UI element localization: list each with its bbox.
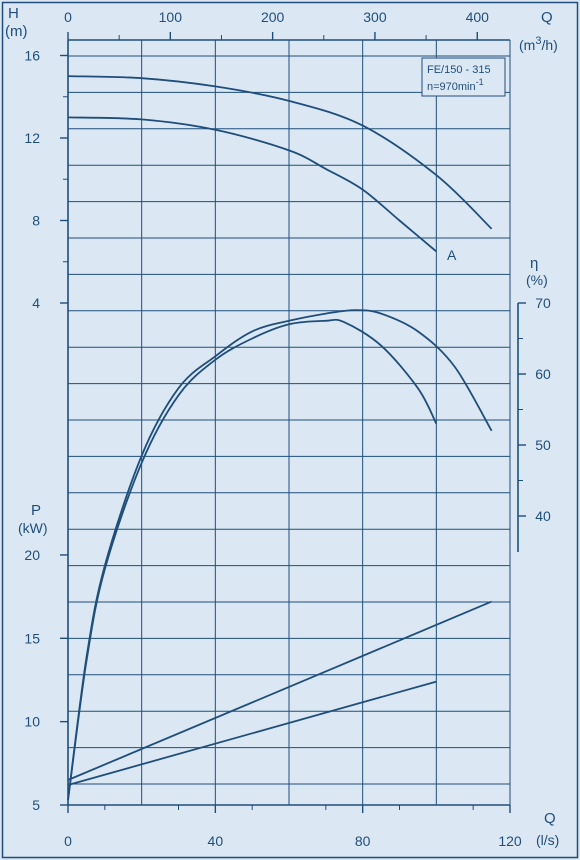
data-curves bbox=[67, 75, 493, 801]
model-speed-exponent: -1 bbox=[476, 77, 484, 87]
curve-label-a: A bbox=[447, 247, 457, 263]
q-m3h-tick-label: 400 bbox=[466, 9, 490, 25]
q-ls-tick-label: 0 bbox=[64, 833, 72, 849]
q-m3h-unit-end: /h) bbox=[541, 37, 557, 53]
q-m3h-tick-label: 100 bbox=[159, 9, 183, 25]
q-ls-axis-label: Q bbox=[544, 810, 556, 827]
q-m3h-tick-label: 200 bbox=[261, 9, 285, 25]
q-ls-axis-unit: (l/s) bbox=[536, 832, 559, 848]
power-tick-label: 15 bbox=[24, 630, 40, 646]
model-name: FE/150 - 315 bbox=[427, 64, 491, 76]
power-curve-2 bbox=[67, 680, 437, 786]
power-tick-label: 5 bbox=[32, 797, 40, 813]
power-axis-unit: (kW) bbox=[18, 520, 48, 536]
power-tick-label: 20 bbox=[24, 547, 40, 563]
q-m3h-axis-label: Q bbox=[541, 9, 553, 26]
efficiency-tick-label: 50 bbox=[535, 437, 551, 453]
head-curve-2 bbox=[67, 116, 437, 253]
q-m3h-tick-label: 300 bbox=[363, 9, 387, 25]
power-tick-label: 10 bbox=[24, 714, 40, 730]
head-axis-label: H bbox=[8, 5, 19, 22]
q-m3h-axis-unit: (m3/h) bbox=[519, 35, 558, 53]
efficiency-curve-2 bbox=[67, 318, 438, 801]
efficiency-axis-unit: (%) bbox=[526, 272, 548, 288]
q-ls-tick-label: 120 bbox=[498, 833, 522, 849]
head-curve-1 bbox=[67, 75, 493, 230]
tick-labels: 0 40 80 120 0 100 200 300 400 4 8 12 16 40 50 60 70 5 10 15… bbox=[24, 9, 551, 849]
axes bbox=[67, 39, 519, 806]
efficiency-tick-label: 40 bbox=[535, 508, 551, 524]
q-ls-tick-label: 80 bbox=[355, 833, 371, 849]
head-tick-label: 12 bbox=[24, 130, 40, 146]
q-m3h-tick-label: 0 bbox=[64, 9, 72, 25]
efficiency-tick-label: 60 bbox=[535, 366, 551, 382]
q-m3h-unit-start: (m bbox=[519, 37, 535, 53]
head-tick-label: 4 bbox=[32, 295, 40, 311]
model-info-box bbox=[421, 57, 506, 97]
q-m3h-unit-exponent: 3 bbox=[535, 35, 541, 47]
q-ls-tick-label: 40 bbox=[208, 833, 224, 849]
power-curve-1 bbox=[67, 600, 492, 781]
head-axis-unit: (m) bbox=[5, 23, 28, 40]
head-tick-label: 16 bbox=[24, 48, 40, 64]
efficiency-axis-label: η bbox=[530, 255, 538, 272]
power-axis-label: P bbox=[31, 502, 41, 519]
model-speed: n=970min-1 bbox=[427, 77, 484, 93]
efficiency-tick-label: 70 bbox=[535, 295, 551, 311]
head-tick-label: 8 bbox=[32, 213, 40, 229]
model-speed-text: n=970min bbox=[427, 81, 476, 93]
